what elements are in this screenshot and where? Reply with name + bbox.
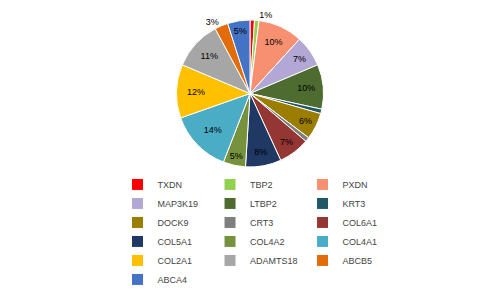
svg-text:6%: 6% (299, 116, 312, 126)
svg-text:12%: 12% (187, 87, 205, 97)
svg-text:7%: 7% (280, 137, 293, 147)
svg-text:14%: 14% (204, 125, 222, 135)
svg-text:10%: 10% (297, 83, 315, 93)
svg-text:ADAMTS18: ADAMTS18 (250, 256, 298, 266)
svg-text:ABCB5: ABCB5 (343, 256, 373, 266)
svg-text:COL4A1: COL4A1 (343, 237, 378, 247)
svg-text:COL4A2: COL4A2 (250, 237, 285, 247)
svg-text:COL5A1: COL5A1 (158, 237, 193, 247)
svg-text:1%: 1% (259, 10, 272, 20)
svg-text:TXDN: TXDN (158, 180, 183, 190)
svg-text:TBP2: TBP2 (250, 180, 273, 190)
svg-text:8%: 8% (254, 147, 267, 157)
svg-text:10%: 10% (265, 37, 283, 47)
svg-text:COL2A1: COL2A1 (158, 256, 193, 266)
svg-text:11%: 11% (201, 51, 218, 61)
svg-text:KRT3: KRT3 (343, 199, 366, 209)
svg-text:ABCA4: ABCA4 (158, 275, 188, 285)
svg-text:MAP3K19: MAP3K19 (158, 199, 199, 209)
svg-text:7%: 7% (293, 54, 306, 64)
svg-text:DOCK9: DOCK9 (158, 218, 189, 228)
svg-text:5%: 5% (234, 26, 247, 36)
svg-text:COL6A1: COL6A1 (343, 218, 378, 228)
svg-text:PXDN: PXDN (343, 180, 368, 190)
svg-text:LTBP2: LTBP2 (250, 199, 277, 209)
svg-text:3%: 3% (206, 17, 219, 27)
svg-text:CRT3: CRT3 (250, 218, 273, 228)
svg-text:5%: 5% (230, 151, 243, 161)
